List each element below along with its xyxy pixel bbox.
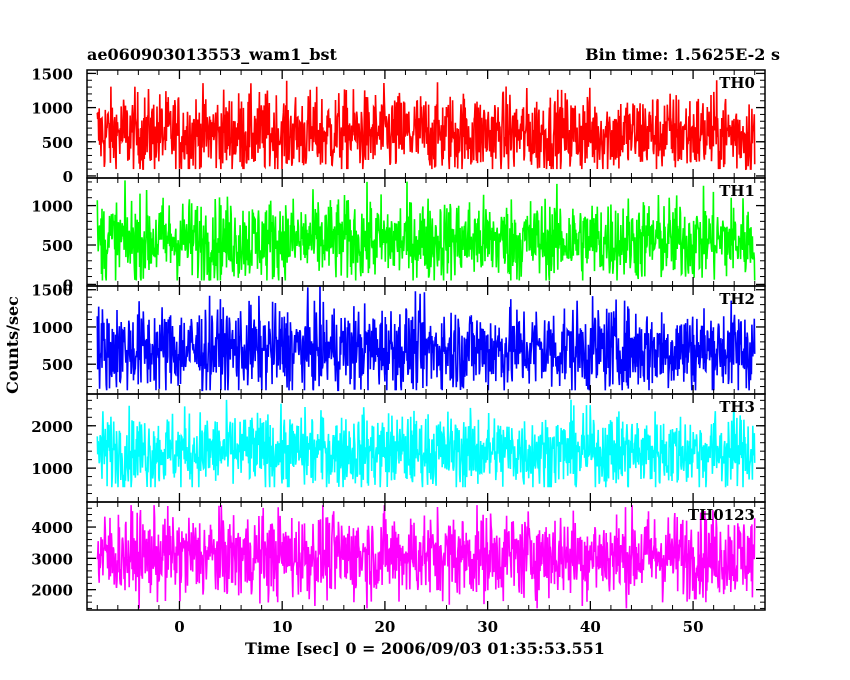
x-axis-label: Time [sec] 0 = 2006/09/03 01:35:53.551 <box>245 639 605 658</box>
y-tick-label: 2000 <box>31 582 73 600</box>
y-axis-label: Counts/sec <box>3 296 22 394</box>
panel-th1: 0 500 1000 TH1 <box>31 177 766 294</box>
panel-label-th3: TH3 <box>719 398 755 416</box>
y-tick-label: 4000 <box>31 519 73 537</box>
y-tick-label: 500 <box>42 237 73 255</box>
panel-label-th0: TH0 <box>719 74 755 92</box>
y-tick-label: 1000 <box>31 100 73 118</box>
chart-title: ae060903013553_wam1_bst <box>87 45 338 64</box>
y-tick-label: 500 <box>42 134 73 152</box>
x-tick-label: 20 <box>374 618 395 636</box>
x-tick-label: 10 <box>272 618 293 636</box>
y-tick-label: 3000 <box>31 550 73 568</box>
y-tick-label: 1000 <box>31 319 73 337</box>
panel-th3: 1000 2000 TH3 <box>31 393 766 503</box>
x-tick-label: 50 <box>683 618 704 636</box>
y-tick-label: 0 <box>63 168 73 186</box>
series-th1 <box>96 180 756 281</box>
panel-th2: 500 1000 1500 TH2 <box>31 282 766 395</box>
panel-th0: 0 500 1000 1500 TH0 <box>31 65 766 186</box>
panel-label-th1: TH1 <box>719 182 755 200</box>
panel-label-th0123: TH0123 <box>688 506 755 524</box>
y-tick-label: 1500 <box>31 282 73 300</box>
x-tick-label: 40 <box>580 618 601 636</box>
panel-label-th2: TH2 <box>719 290 755 308</box>
y-tick-label: 1000 <box>31 198 73 216</box>
series-th0123 <box>96 505 756 609</box>
bin-time-label: Bin time: 1.5625E-2 s <box>585 45 780 64</box>
y-tick-label: 500 <box>42 356 73 374</box>
y-tick-label: 2000 <box>31 418 73 436</box>
y-tick-label: 1500 <box>31 65 73 83</box>
x-tick-label: 0 <box>174 618 184 636</box>
y-tick-label: 0 <box>63 276 73 294</box>
panel-th0123: 2000 3000 4000 TH0123 <box>31 501 766 611</box>
x-tick-label: 30 <box>477 618 498 636</box>
y-tick-label: 1000 <box>31 460 73 478</box>
series-th2 <box>96 285 756 392</box>
series-th3 <box>96 399 756 488</box>
series-th0 <box>96 80 756 171</box>
